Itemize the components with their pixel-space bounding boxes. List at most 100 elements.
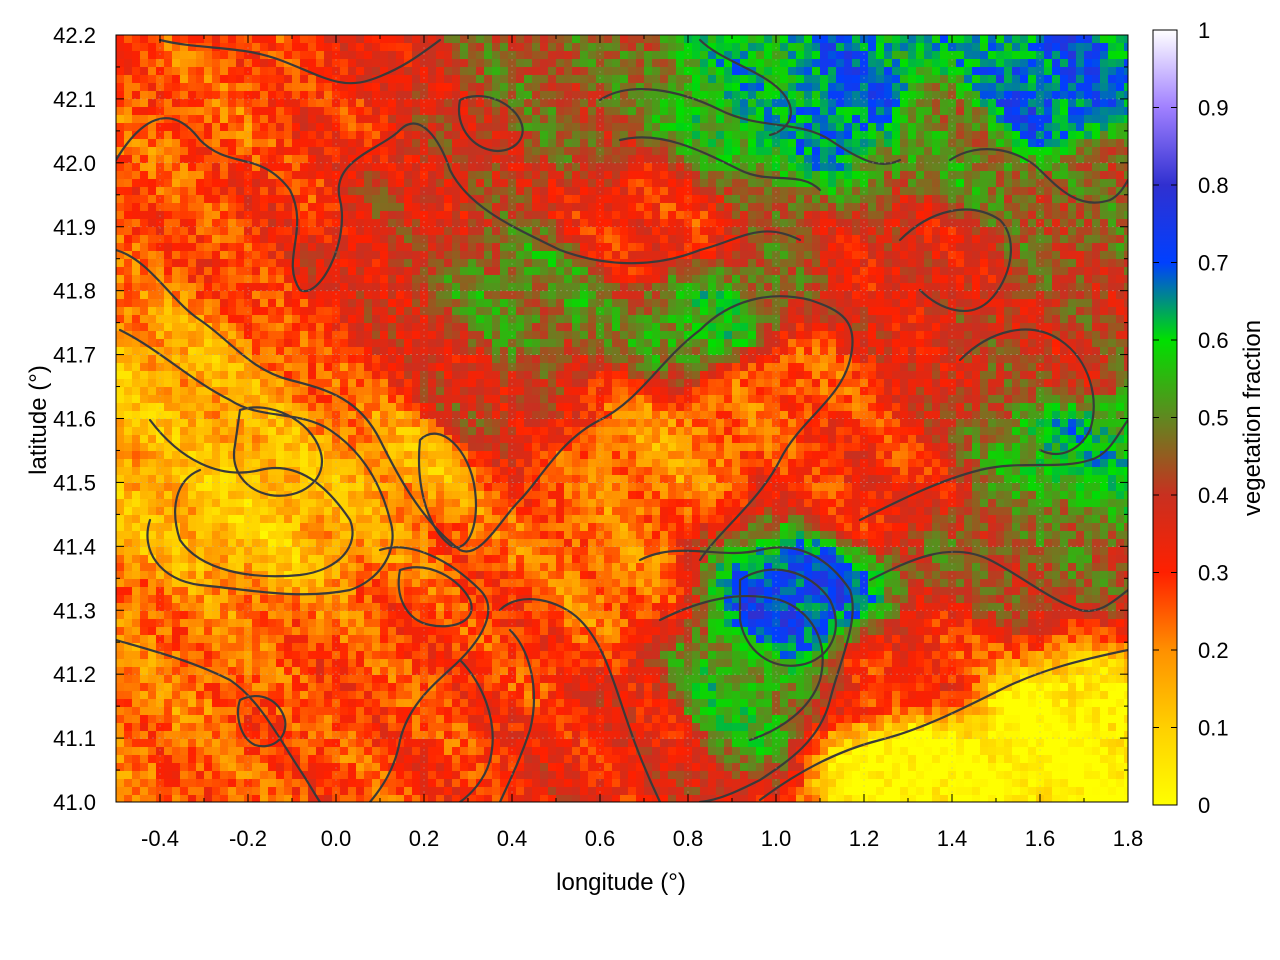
heatmap-cell: [316, 291, 325, 300]
heatmap-cell: [844, 315, 853, 324]
heatmap-cell: [1092, 107, 1101, 116]
heatmap-cell: [180, 347, 189, 356]
heatmap-cell: [1116, 147, 1125, 156]
heatmap-cell: [916, 123, 925, 132]
heatmap-cell: [972, 51, 981, 60]
heatmap-cell: [300, 179, 309, 188]
heatmap-cell: [372, 251, 381, 260]
heatmap-cell: [1060, 171, 1069, 180]
heatmap-cell: [908, 187, 917, 196]
heatmap-cell: [876, 115, 885, 124]
heatmap-cell: [148, 107, 157, 116]
heatmap-cell: [1124, 307, 1128, 316]
heatmap-cell: [204, 163, 213, 172]
heatmap-cell: [252, 339, 261, 348]
heatmap-cell: [436, 227, 445, 236]
heatmap-cell: [468, 51, 477, 60]
heatmap-cell: [140, 147, 149, 156]
heatmap-cell: [484, 339, 493, 348]
heatmap-cell: [724, 211, 733, 220]
heatmap-cell: [396, 155, 405, 164]
heatmap-cell: [380, 83, 389, 92]
heatmap-cell: [396, 291, 405, 300]
heatmap-cell: [772, 219, 781, 228]
heatmap-cell: [1052, 259, 1061, 268]
heatmap-cell: [612, 67, 621, 76]
heatmap-cell: [276, 235, 285, 244]
heatmap-cell: [324, 107, 333, 116]
heatmap-cell: [868, 267, 877, 276]
heatmap-cell: [228, 315, 237, 324]
heatmap-cell: [244, 51, 253, 60]
heatmap-cell: [940, 235, 949, 244]
heatmap-cell: [428, 339, 437, 348]
heatmap-cell: [1084, 299, 1093, 308]
heatmap-cell: [500, 155, 509, 164]
heatmap-cell: [372, 291, 381, 300]
heatmap-cell: [836, 43, 845, 52]
heatmap-cell: [228, 347, 237, 356]
heatmap-cell: [500, 91, 509, 100]
heatmap-cell: [908, 155, 917, 164]
heatmap-cell: [924, 251, 933, 260]
heatmap-cell: [116, 331, 125, 340]
heatmap-cell: [1052, 211, 1061, 220]
heatmap-cell: [812, 43, 821, 52]
heatmap-cell: [676, 291, 685, 300]
heatmap-cell: [1068, 107, 1077, 116]
heatmap-cell: [644, 235, 653, 244]
heatmap-cell: [652, 323, 661, 332]
heatmap-cell: [644, 187, 653, 196]
heatmap-cell: [484, 139, 493, 148]
heatmap-cell: [900, 291, 909, 300]
heatmap-cell: [916, 259, 925, 268]
heatmap-cell: [628, 331, 637, 340]
heatmap-cell: [284, 139, 293, 148]
heatmap-cell: [444, 307, 453, 316]
heatmap-cell: [564, 267, 573, 276]
heatmap-cell: [540, 67, 549, 76]
heatmap-cell: [436, 211, 445, 220]
heatmap-cell: [972, 43, 981, 52]
heatmap-cell: [532, 163, 541, 172]
heatmap-cell: [580, 323, 589, 332]
heatmap-cell: [500, 83, 509, 92]
heatmap-cell: [788, 219, 797, 228]
heatmap-cell: [308, 51, 317, 60]
heatmap-cell: [1012, 259, 1021, 268]
heatmap-cell: [524, 147, 533, 156]
heatmap-cell: [1124, 243, 1128, 252]
heatmap-cell: [580, 115, 589, 124]
heatmap-cell: [836, 291, 845, 300]
heatmap-cell: [1028, 291, 1037, 300]
heatmap-cell: [356, 259, 365, 268]
heatmap-cell: [1092, 123, 1101, 132]
heatmap-cell: [852, 219, 861, 228]
heatmap-cell: [516, 171, 525, 180]
heatmap-cell: [812, 147, 821, 156]
heatmap-cell: [292, 179, 301, 188]
heatmap-cell: [892, 187, 901, 196]
heatmap-cell: [164, 195, 173, 204]
heatmap-cell: [1020, 195, 1029, 204]
heatmap-cell: [580, 43, 589, 52]
heatmap-cell: [260, 339, 269, 348]
heatmap-cell: [820, 179, 829, 188]
heatmap-cell: [828, 235, 837, 244]
heatmap-cell: [972, 291, 981, 300]
heatmap-cell: [228, 331, 237, 340]
heatmap-cell: [228, 171, 237, 180]
heatmap-cell: [780, 299, 789, 308]
heatmap-cell: [412, 331, 421, 340]
heatmap-cell: [164, 251, 173, 260]
heatmap-cell: [428, 163, 437, 172]
heatmap-cell: [212, 51, 221, 60]
heatmap-cell: [316, 163, 325, 172]
heatmap-cell: [740, 299, 749, 308]
heatmap-cell: [988, 51, 997, 60]
heatmap-cell: [708, 139, 717, 148]
heatmap-cell: [980, 243, 989, 252]
heatmap-cell: [300, 115, 309, 124]
heatmap-cell: [732, 323, 741, 332]
heatmap-cell: [500, 163, 509, 172]
